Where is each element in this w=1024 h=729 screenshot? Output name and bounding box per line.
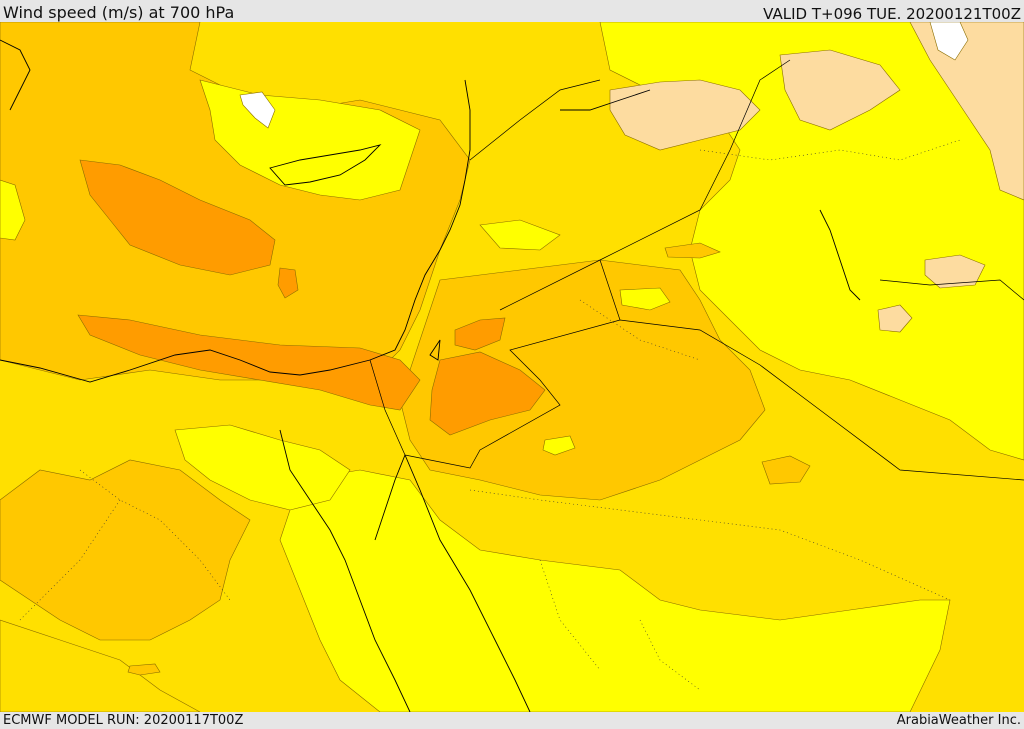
contour-peach-ne2 — [779, 49, 901, 131]
coastlines — [0, 39, 861, 712]
contour-gold-southwest — [0, 619, 201, 712]
contour-dark-orange-small — [454, 317, 506, 351]
contour-white-patch-ne — [929, 22, 969, 61]
contour-yellow-blob-b — [619, 287, 671, 311]
contour-orange-blob-east — [761, 455, 811, 485]
contour-yellow-blob-c — [542, 435, 576, 456]
contour-peach-corner — [909, 22, 1024, 201]
contour-orange-blob-south — [127, 663, 161, 676]
contour-peach-ne — [609, 79, 761, 151]
contour-dark-orange-jordan — [429, 351, 546, 436]
valid-time-label: VALID T+096 TUE. 20200121T00Z — [763, 5, 1021, 23]
contour-orange-blob-levant — [664, 242, 721, 259]
map-canvas — [0, 22, 1024, 712]
contour-dark-orange-dot — [277, 267, 299, 299]
footer-bar: ECMWF MODEL RUN: 20200117T00Z ArabiaWeat… — [0, 712, 1024, 729]
credit-label: ArabiaWeather Inc. — [896, 713, 1021, 728]
dotted-provincial-lines — [19, 139, 961, 691]
model-run-label: ECMWF MODEL RUN: 20200117T00Z — [3, 713, 244, 728]
contour-yellow-south — [279, 469, 951, 712]
contour-white-patch — [239, 91, 276, 129]
map-area — [0, 22, 1024, 712]
contour-peach-small1 — [924, 254, 986, 289]
contour-peach-small2 — [877, 304, 913, 333]
map-title: Wind speed (m/s) at 700 hPa — [3, 3, 235, 22]
contour-yellow-blob-a — [0, 179, 26, 241]
contour-dark-orange-blob — [79, 159, 276, 276]
header-bar: Wind speed (m/s) at 700 hPa VALID T+096 … — [0, 0, 1024, 23]
political-borders — [369, 59, 1024, 481]
contour-yellow-sinai — [174, 424, 351, 511]
contour-yellow-blob-d — [479, 219, 561, 251]
contour-orange-egypt — [0, 459, 251, 641]
